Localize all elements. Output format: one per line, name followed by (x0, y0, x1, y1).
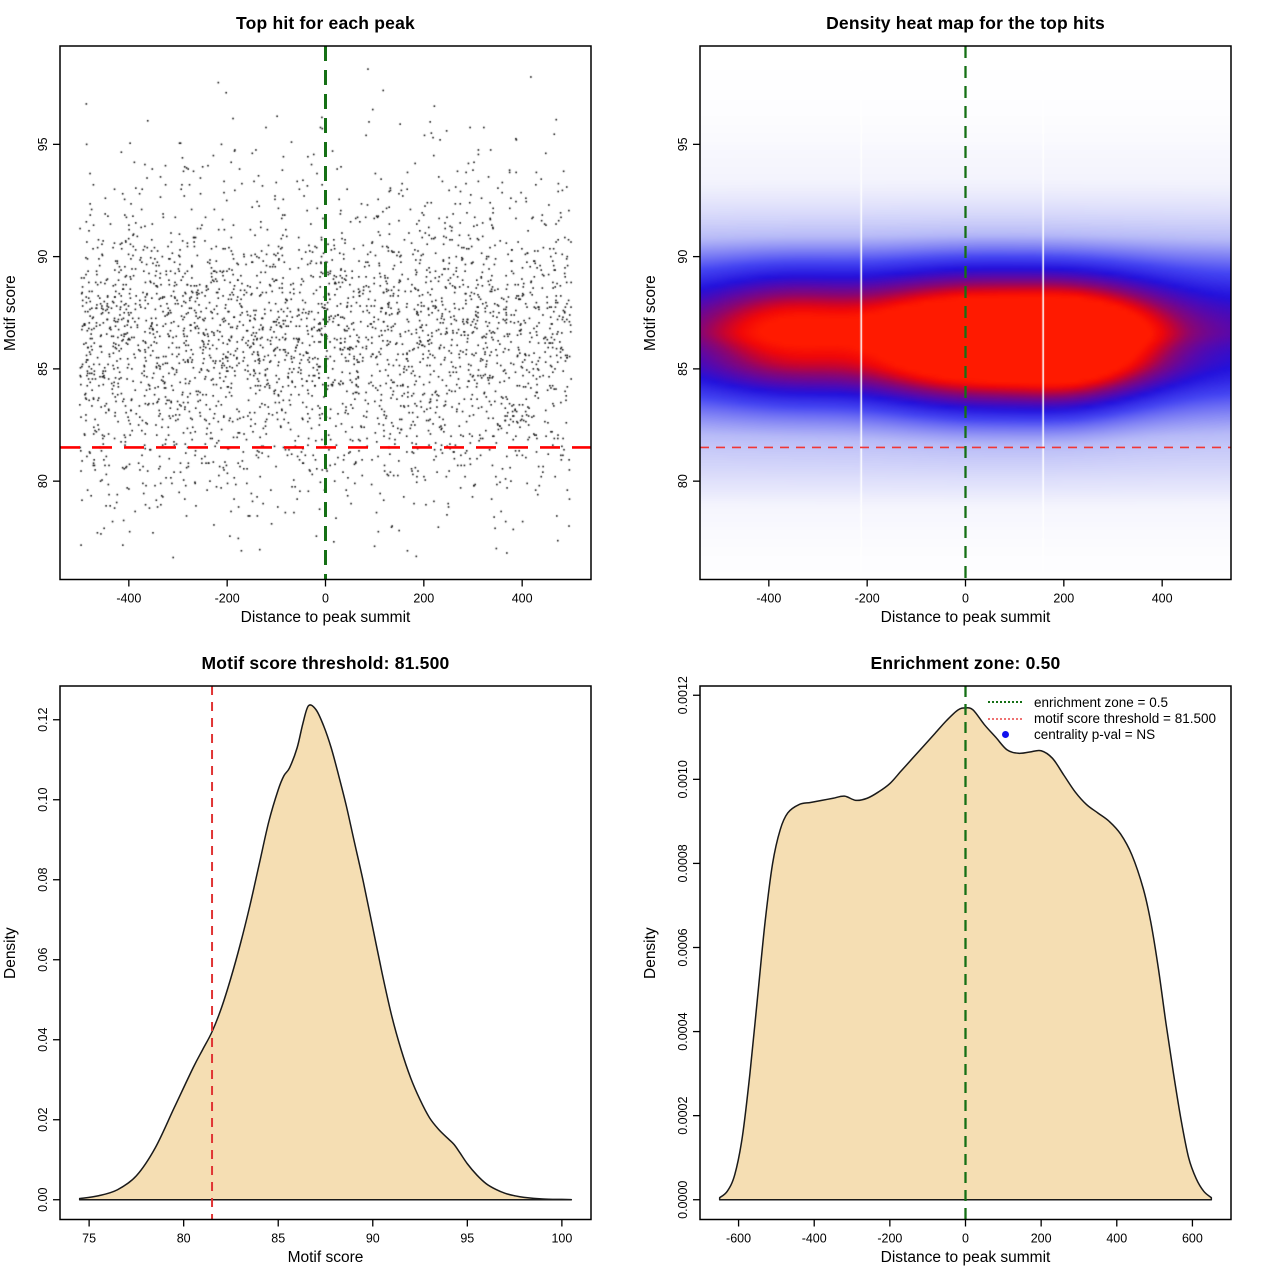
legend-label: motif score threshold = 81.500 (1034, 711, 1216, 727)
x-tick-label: 80 (177, 1232, 191, 1246)
enrichment-density-layer: -600 -400 -200 0 200 400 600 0.0000 0.0002 0.0004… (676, 676, 1232, 1246)
y-tick-label: 0.10 (36, 788, 50, 812)
x-tick-label: -200 (855, 592, 880, 606)
y-tick-label: 0.0004 (676, 1012, 690, 1050)
y-tick-label: 0.12 (36, 708, 50, 732)
y-tick-label: 85 (36, 362, 50, 376)
y-tick-label: 80 (676, 474, 690, 488)
green-dotted-line-swatch (988, 701, 1022, 704)
x-tick-label: 100 (551, 1232, 572, 1246)
scatter-ylabel: Motif score (2, 275, 19, 351)
panel-enrichment-zone-density: -600 -400 -200 0 200 400 600 0.0000 0.0002 0.0004… (640, 640, 1280, 1280)
motif-density-title: Motif score threshold: 81.500 (201, 653, 450, 673)
legend-item-centrality-pval: centrality p-val = NS (985, 727, 1216, 743)
x-tick-label: 200 (413, 592, 434, 606)
x-tick-label: 400 (512, 592, 533, 606)
blue-dot-swatch (1001, 731, 1009, 739)
motif-density-xlabel: Motif score (287, 1249, 364, 1266)
enrichment-title: Enrichment zone: 0.50 (870, 653, 1061, 673)
y-tick-label: 0.00 (36, 1188, 50, 1212)
x-tick-label: 0 (322, 592, 329, 606)
x-tick-label: 0 (962, 1232, 969, 1246)
red-dotted-line-swatch (988, 717, 1022, 720)
legend-label: centrality p-val = NS (1034, 727, 1156, 743)
x-tick-label: 85 (271, 1232, 285, 1246)
motif-density-ylabel: Density (2, 927, 19, 979)
heatmap-axes-layer: -400 -200 0 200 400 80 85 90 95 (676, 45, 1232, 606)
enrichment-ylabel: Density (642, 927, 659, 979)
x-tick-label: -400 (802, 1232, 827, 1246)
y-tick-label: 0.0010 (676, 760, 690, 798)
heatmap-ylabel: Motif score (642, 275, 659, 351)
y-tick-label: 95 (36, 137, 50, 151)
y-tick-label: 0.0000 (676, 1181, 690, 1219)
heatmap-xlabel: Distance to peak summit (880, 609, 1051, 626)
legend-item-enrichment-zone: enrichment zone = 0.5 (985, 694, 1216, 710)
y-tick-label: 80 (36, 474, 50, 488)
motif-density-layer: 75 80 85 90 95 100 0.00 0.02 0.04 0.06 0.08 0.10 0.1… (36, 685, 592, 1246)
x-tick-label: 0 (962, 592, 969, 606)
panel-density-heatmap: -400 -200 0 200 400 80 85 90 95 Density heat map… (640, 0, 1280, 640)
scatter-xlabel: Distance to peak summit (240, 609, 411, 626)
legend-item-motif-threshold: motif score threshold = 81.500 (985, 710, 1216, 726)
x-tick-label: -600 (726, 1232, 751, 1246)
enrichment-xlabel: Distance to peak summit (880, 1249, 1051, 1266)
x-tick-label: 200 (1031, 1232, 1052, 1246)
y-tick-label: 0.0006 (676, 928, 690, 966)
y-tick-label: 0.04 (36, 1028, 50, 1052)
panel-motif-score-density: 75 80 85 90 95 100 0.00 0.02 0.04 0.06 0.08 0.10 0.1… (0, 640, 640, 1280)
y-tick-label: 0.02 (36, 1108, 50, 1132)
x-tick-label: 95 (460, 1232, 474, 1246)
x-tick-label: 90 (366, 1232, 380, 1246)
x-tick-label: -200 (877, 1232, 902, 1246)
x-tick-label: 400 (1106, 1232, 1127, 1246)
plot-border (59, 685, 592, 1221)
plot-legend: enrichment zone = 0.5 motif score thresh… (985, 694, 1216, 743)
x-tick-label: 400 (1152, 592, 1173, 606)
x-tick-label: -400 (756, 592, 781, 606)
density-area (78, 704, 573, 1201)
y-tick-label: 85 (676, 362, 690, 376)
x-tick-label: 200 (1053, 592, 1074, 606)
y-tick-label: 95 (676, 137, 690, 151)
scatter-title: Top hit for each peak (236, 13, 415, 33)
heatmap-title: Density heat map for the top hits (826, 13, 1105, 33)
y-tick-label: 0.0012 (676, 676, 690, 714)
y-tick-label: 0.06 (36, 948, 50, 972)
x-tick-label: 600 (1182, 1232, 1203, 1246)
y-tick-label: 0.0002 (676, 1096, 690, 1134)
y-tick-label: 0.0008 (676, 844, 690, 882)
y-tick-label: 90 (676, 250, 690, 264)
y-tick-label: 90 (36, 250, 50, 264)
y-tick-label: 0.08 (36, 868, 50, 892)
x-tick-label: -200 (215, 592, 240, 606)
panel-scatter-top-hits: -400 -200 0 200 400 80 85 90 95 Top hit for each… (0, 0, 640, 640)
legend-label: enrichment zone = 0.5 (1034, 694, 1168, 710)
x-tick-label: -400 (116, 592, 141, 606)
x-tick-label: 75 (82, 1232, 96, 1246)
scatter-axes-layer: -400 -200 0 200 400 80 85 90 95 (36, 45, 592, 606)
